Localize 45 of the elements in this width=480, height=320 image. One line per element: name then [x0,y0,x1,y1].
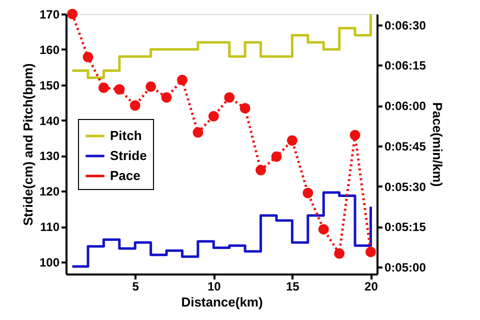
legend-label: Pitch [110,128,142,143]
x-tick-label: 20 [364,280,378,294]
y2-tick-label: 0:05:45 [384,139,426,154]
point [146,81,156,92]
y2-tick-label: 0:05:00 [384,260,426,274]
x-tick-label: 15 [286,280,300,294]
y-tick-label: 120 [39,184,60,199]
y2-tick-label: 0:05:30 [384,180,426,194]
y-axis-title: Stride(cm) and Pitch(bpm) [20,63,36,226]
point [98,82,109,93]
y2-tick-label: 0:06:30 [384,18,426,32]
point [130,100,140,111]
x-tick-label: 5 [132,280,140,294]
y-tick-label: 140 [39,114,60,128]
point [192,127,204,138]
x-axis-title: Distance(km) [181,294,263,310]
point [271,151,282,162]
point [256,164,266,176]
y-tick-label: 170 [39,8,60,22]
y-tick-label: 160 [39,42,60,57]
y2-axis-title: Pace(min/km) [430,102,445,187]
legend-label: Stride [110,148,147,163]
x-tick-label: 10 [207,280,222,294]
y-tick-label: 130 [39,149,60,164]
point [334,248,345,259]
y-tick-label: 110 [40,220,60,234]
point [208,111,219,122]
point [161,92,172,103]
y-tick-label: 100 [39,255,60,270]
point [286,135,298,146]
point [82,52,94,62]
point [67,8,78,20]
point [350,130,360,140]
y2-tick-label: 0:05:15 [384,220,426,234]
point [114,84,125,95]
legend-label: Pace [110,168,140,183]
point [176,74,188,86]
y2-tick-label: 0:06:00 [384,99,426,114]
point [302,188,314,198]
point [240,102,250,114]
y-tick-label: 150 [39,78,60,92]
y2-tick-label: 0:06:15 [384,58,426,73]
point [365,246,376,258]
point [318,224,329,235]
point [224,92,235,103]
